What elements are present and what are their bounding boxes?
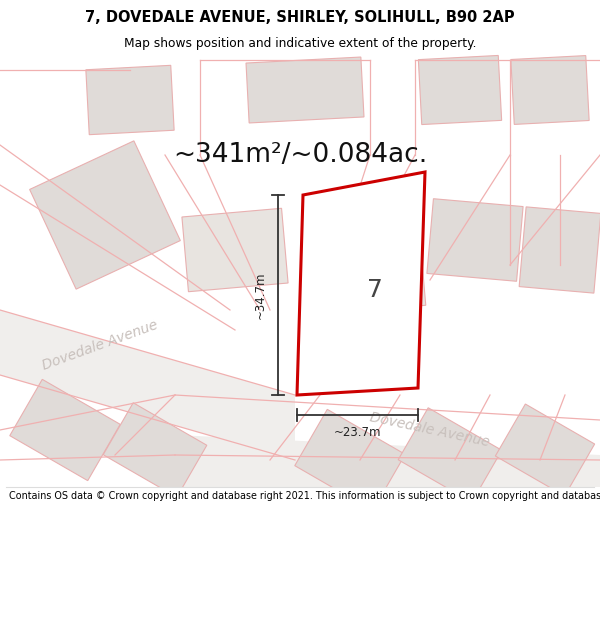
Text: ~34.7m: ~34.7m xyxy=(254,271,266,319)
Polygon shape xyxy=(496,404,595,496)
Polygon shape xyxy=(427,199,523,281)
Polygon shape xyxy=(314,226,426,314)
Polygon shape xyxy=(297,172,425,395)
Text: 7, DOVEDALE AVENUE, SHIRLEY, SOLIHULL, B90 2AP: 7, DOVEDALE AVENUE, SHIRLEY, SOLIHULL, B… xyxy=(85,11,515,26)
Polygon shape xyxy=(519,207,600,293)
Text: Map shows position and indicative extent of the property.: Map shows position and indicative extent… xyxy=(124,38,476,51)
Polygon shape xyxy=(86,66,174,134)
Polygon shape xyxy=(29,141,181,289)
Polygon shape xyxy=(418,56,502,124)
Polygon shape xyxy=(0,310,295,460)
Polygon shape xyxy=(511,56,589,124)
Text: Dovedale Avenue: Dovedale Avenue xyxy=(40,318,160,372)
Polygon shape xyxy=(10,379,120,481)
Polygon shape xyxy=(398,408,502,502)
Text: ~341m²/~0.084ac.: ~341m²/~0.084ac. xyxy=(173,142,427,168)
Polygon shape xyxy=(182,208,288,292)
Text: Dovedale Avenue: Dovedale Avenue xyxy=(369,411,491,449)
Text: ~23.7m: ~23.7m xyxy=(334,426,381,439)
Polygon shape xyxy=(175,435,600,487)
Polygon shape xyxy=(295,409,405,511)
Text: 7: 7 xyxy=(367,278,383,302)
Polygon shape xyxy=(246,57,364,123)
Text: Contains OS data © Crown copyright and database right 2021. This information is : Contains OS data © Crown copyright and d… xyxy=(9,491,600,501)
Polygon shape xyxy=(103,402,207,498)
